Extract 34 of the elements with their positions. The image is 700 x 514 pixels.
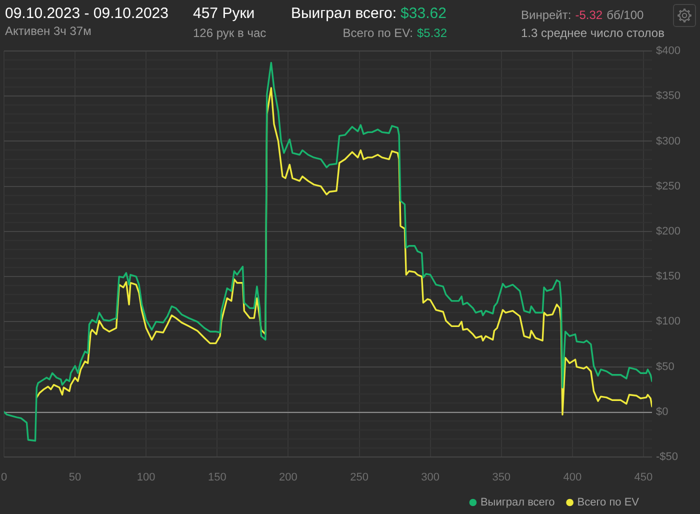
y-tick-label: $250 — [656, 180, 680, 192]
x-tick-label: 200 — [279, 472, 298, 484]
y-tick-label: $150 — [656, 270, 680, 283]
y-tick-label: -$50 — [656, 451, 678, 464]
legend-label: Выиграл всего — [480, 496, 555, 509]
chart-subtitle: Активен 3ч 37м — [5, 24, 92, 39]
text: Винрейт: — [521, 8, 572, 22]
y-tick-label: $400 — [656, 45, 680, 58]
y-tick-label: $0 — [656, 406, 668, 418]
x-tick-label: 450 — [634, 472, 653, 484]
text: $5.32 — [416, 26, 447, 40]
x-tick-label: 50 — [68, 472, 82, 484]
text: Всего по EV: — [342, 26, 413, 40]
text: 1.3 среднее число столов — [521, 26, 664, 40]
x-tick-label: 100 — [136, 472, 156, 484]
x-tick-label: 250 — [350, 472, 368, 484]
y-tick-label: $50 — [656, 360, 674, 373]
y-tick-label: $200 — [656, 225, 680, 238]
text: -5.32 — [575, 8, 603, 22]
x-tick-label: 0 — [0, 472, 8, 484]
text: бб/100 — [606, 8, 644, 22]
x-tick-label: 400 — [563, 472, 582, 484]
x-tick-label: 350 — [492, 472, 511, 484]
y-tick-label: $100 — [656, 316, 680, 328]
x-tick-label: 300 — [421, 472, 440, 484]
y-tick-label: $300 — [656, 135, 680, 148]
x-tick-label: 150 — [208, 472, 226, 484]
text: $33.62 — [400, 5, 446, 22]
text: 126 рук в час — [193, 26, 266, 40]
chart-title: 09.10.2023 - 09.10.2023 — [5, 5, 168, 23]
text: Выиграл всего: — [291, 5, 397, 22]
text: 457 Руки — [193, 5, 255, 22]
legend-label: Всего по EV — [577, 496, 640, 509]
y-tick-label: $350 — [656, 90, 680, 102]
